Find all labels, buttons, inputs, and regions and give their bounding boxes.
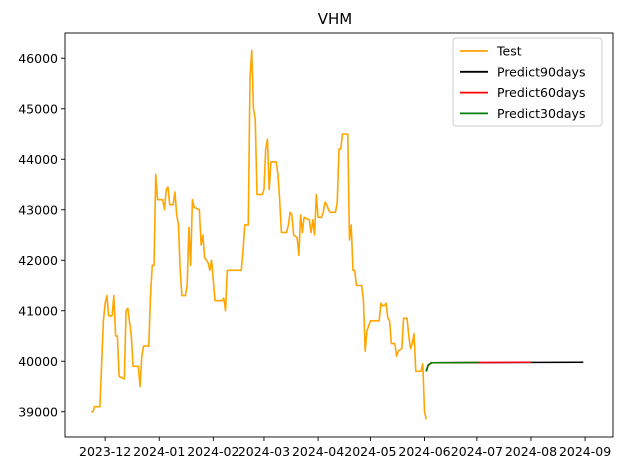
chart-title: VHM xyxy=(318,10,352,28)
legend-box xyxy=(452,37,603,127)
y-tick-label: 45000 xyxy=(18,101,58,116)
series-layer xyxy=(91,49,584,420)
x-tick-label: 2024-09 xyxy=(559,444,611,459)
y-tick-label: 40000 xyxy=(18,354,58,369)
x-tick-label: 2024-06 xyxy=(398,444,450,459)
x-tick-label: 2024-05 xyxy=(344,444,396,459)
y-tick-label: 46000 xyxy=(18,51,58,66)
x-tick-label: 2024-01 xyxy=(133,444,185,459)
y-tick-label: 43000 xyxy=(18,202,58,217)
plot-frame xyxy=(64,32,614,438)
x-tick-label: 2024-03 xyxy=(238,444,290,459)
y-tick-label: 39000 xyxy=(18,404,58,419)
x-tick-label: 2024-04 xyxy=(292,444,344,459)
y-tick-label: 42000 xyxy=(18,253,58,268)
x-tick-label: 2024-08 xyxy=(505,444,557,459)
series-line-predict30days xyxy=(425,361,479,372)
series-line-test xyxy=(91,49,428,420)
x-tick-label: 2023-12 xyxy=(79,444,131,459)
legend: Test Predict90days Predict60days Predict30d… xyxy=(452,37,603,127)
legend-label: Test xyxy=(496,44,522,59)
legend-label: Predict60days xyxy=(497,85,585,100)
x-tick-label: 2024-07 xyxy=(451,444,503,459)
y-tick-label: 44000 xyxy=(18,152,58,167)
y-tick-label: 41000 xyxy=(18,303,58,318)
legend-label: Predict30days xyxy=(497,106,585,121)
legend-label: Predict90days xyxy=(497,64,585,79)
x-tick-label: 2024-02 xyxy=(187,444,239,459)
